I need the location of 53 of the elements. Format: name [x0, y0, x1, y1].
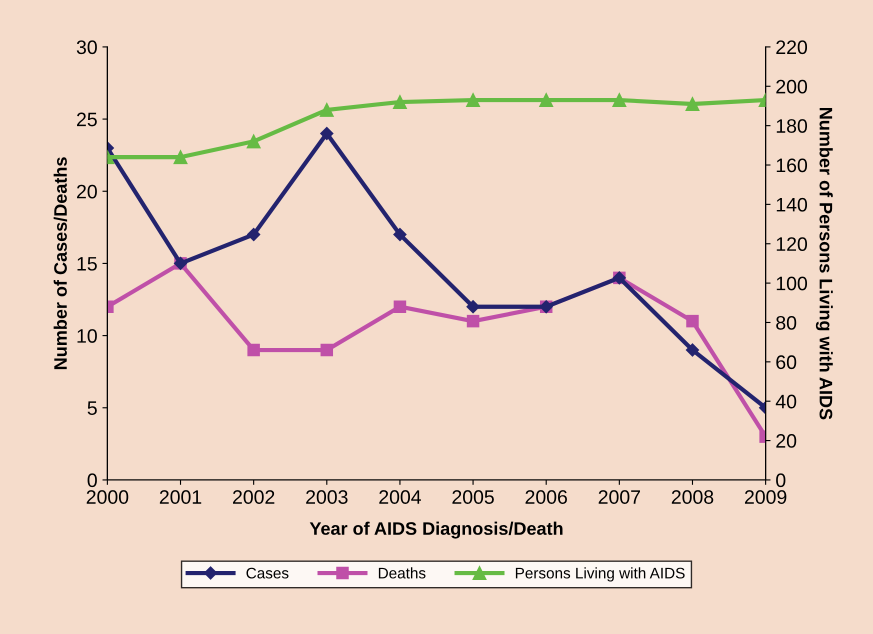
x-tick-label: 2009	[744, 490, 786, 504]
legend-label: Deaths	[378, 567, 426, 579]
x-tick-label: 2008	[672, 490, 714, 504]
y2-tick-label: 60	[776, 355, 796, 370]
y2-tick-label: 140	[776, 198, 808, 212]
y-tick-label: 15	[78, 257, 97, 271]
y-tick-label: 20	[77, 184, 97, 198]
point	[247, 344, 260, 356]
y2-tick-label: 100	[776, 276, 808, 290]
y2-tick-label: 180	[776, 119, 808, 133]
y-tick-label: 5	[88, 401, 97, 416]
point	[466, 314, 480, 328]
y2-tick-label: 160	[776, 158, 808, 172]
point	[539, 93, 554, 108]
point	[686, 97, 700, 111]
x-tick-label: 2002	[233, 490, 274, 504]
point	[174, 150, 188, 164]
y-tick-label: 10	[78, 329, 97, 343]
y2-tick-label: 80	[776, 316, 796, 330]
point	[392, 95, 407, 109]
x-tick-label: 2006	[526, 490, 567, 504]
x-tick-label: 2000	[86, 490, 128, 504]
x-tick-label: 2001	[160, 490, 202, 504]
point	[393, 228, 407, 242]
point	[247, 228, 260, 242]
point	[686, 343, 700, 357]
point	[320, 344, 334, 356]
y2-tick-label: 220	[776, 40, 808, 54]
x-axis-title: Year of AIDS Diagnosis/Death	[310, 522, 562, 539]
y2-tick-label: 200	[776, 80, 808, 94]
y-tick-label: 25	[77, 112, 97, 126]
point	[320, 102, 334, 117]
y2-tick-label: 40	[776, 394, 796, 408]
y2-axis-title: Number of Persons Living with AIDS	[816, 108, 833, 420]
legend-label: Persons Living with AIDS	[516, 567, 685, 582]
x-tick-label: 2007	[598, 490, 640, 504]
point	[394, 300, 406, 313]
x-tick-label: 2003	[306, 490, 348, 504]
y-tick-label: 0	[88, 473, 97, 488]
point	[686, 314, 699, 328]
legend-label: Cases	[246, 568, 288, 579]
point	[466, 93, 480, 108]
y2-tick-label: 120	[776, 237, 808, 251]
point	[612, 93, 626, 108]
y2-tick-label: 20	[776, 434, 796, 448]
y-tick-label: 30	[76, 40, 97, 54]
x-tick-label: 2005	[452, 490, 494, 504]
point	[246, 134, 261, 148]
y-axis-title: Number of Cases/Deaths	[54, 157, 68, 370]
point	[466, 300, 480, 314]
point	[320, 126, 334, 140]
y2-tick-label: 0	[776, 473, 786, 488]
x-tick-label: 2004	[379, 490, 421, 504]
